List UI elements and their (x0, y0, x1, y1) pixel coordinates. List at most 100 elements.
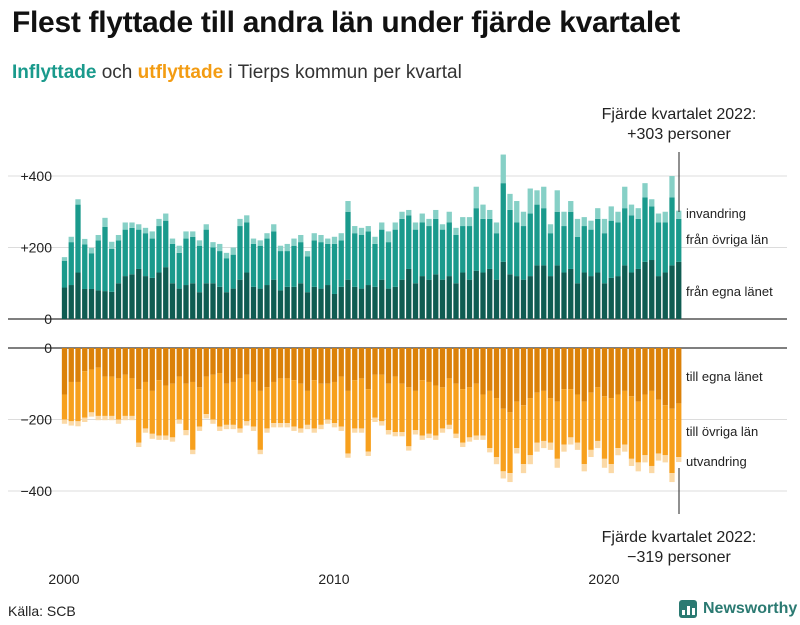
bar-out-egna (149, 348, 155, 391)
bar-out-egna (237, 348, 243, 379)
bar-out-ovriga (622, 390, 628, 445)
bar-in-egna (257, 288, 263, 319)
bar-in-invandring (615, 211, 621, 223)
bar-in-ovriga (379, 229, 385, 280)
bar-out-egna (500, 348, 506, 409)
bar-in-ovriga (628, 215, 635, 273)
bar-out-egna (534, 348, 540, 393)
bar-out-ovriga (75, 381, 81, 422)
bar-out-ovriga (264, 387, 270, 429)
bar-in-invandring (541, 186, 547, 209)
bar-out-ovriga (412, 390, 419, 431)
bar-in-ovriga (311, 240, 317, 287)
bar-out-ovriga (419, 380, 425, 436)
bar-out-utvandring (392, 432, 398, 437)
bar-in-ovriga (649, 206, 655, 261)
bar-in-invandring (264, 233, 270, 239)
bar-out-ovriga (358, 378, 365, 429)
bar-in-invandring (595, 208, 601, 219)
bar-in-ovriga (129, 227, 135, 275)
bar-in-invandring (460, 217, 466, 227)
bar-in-invandring (102, 217, 108, 227)
bar-in-egna (169, 283, 176, 319)
bar-in-invandring (642, 183, 648, 198)
bar-out-egna (655, 348, 662, 400)
bar-out-ovriga (466, 387, 473, 438)
bar-in-egna (291, 286, 297, 319)
bar-out-utvandring (237, 428, 243, 433)
bar-out-ovriga (345, 390, 351, 454)
bar-out-ovriga (365, 389, 371, 452)
bar-out-utvandring (136, 442, 142, 448)
bar-in-egna (588, 276, 594, 319)
bar-out-egna (514, 348, 520, 402)
bar-out-utvandring (385, 430, 392, 435)
y-tick-label: +200 (20, 240, 52, 256)
bar-out-egna (493, 348, 500, 399)
bar-in-ovriga (109, 248, 115, 292)
bar-out-utvandring (601, 458, 608, 468)
bar-in-invandring (635, 208, 641, 219)
newsworthy-logo-icon (679, 600, 697, 618)
bar-out-egna (163, 348, 169, 386)
bar-out-egna (406, 348, 412, 388)
bar-out-egna (88, 348, 95, 370)
bar-in-egna (277, 290, 284, 319)
bar-out-ovriga (453, 383, 459, 434)
bar-out-egna (365, 348, 371, 390)
bar-in-egna (446, 276, 452, 319)
bar-out-ovriga (669, 408, 675, 474)
bar-out-egna (264, 348, 270, 388)
bar-out-utvandring (547, 442, 554, 450)
bar-in-egna (223, 292, 230, 319)
bar-out-utvandring (379, 421, 385, 426)
bar-out-utvandring (466, 437, 473, 442)
bar-out-ovriga (311, 380, 317, 429)
bar-in-egna (493, 279, 500, 319)
bar-in-invandring (649, 199, 655, 207)
bar-in-ovriga (217, 251, 223, 287)
bar-in-invandring (230, 247, 236, 255)
bar-in-invandring (385, 231, 392, 243)
bar-out-egna (304, 348, 311, 391)
bar-in-ovriga (392, 229, 398, 287)
bar-out-utvandring (642, 455, 648, 463)
bar-out-egna (129, 348, 135, 379)
annotation-top-line2: +303 personer (627, 126, 731, 143)
bar-out-egna (453, 348, 459, 384)
bar-in-invandring (244, 215, 250, 223)
bar-out-ovriga (520, 405, 527, 465)
bar-out-utvandring (284, 423, 290, 428)
bar-out-ovriga (581, 401, 587, 465)
bar-in-invandring (176, 245, 182, 253)
bar-in-ovriga (676, 218, 682, 262)
bar-out-utvandring (304, 424, 311, 430)
bar-out-egna (595, 348, 601, 388)
bar-out-ovriga (635, 401, 641, 463)
bar-out-ovriga (446, 378, 452, 425)
bar-out-ovriga (433, 385, 439, 436)
bar-in-egna (520, 279, 527, 319)
y-tick-label: 0 (44, 311, 52, 327)
bar-in-ovriga (426, 226, 432, 280)
bar-in-invandring (446, 211, 452, 223)
bar-in-invandring (372, 236, 378, 244)
bar-in-ovriga (588, 229, 594, 277)
bar-out-egna (122, 348, 128, 375)
bar-out-ovriga (318, 383, 324, 425)
bar-in-egna (345, 279, 351, 319)
bar-out-utvandring (493, 457, 500, 465)
bar-out-ovriga (615, 394, 621, 449)
bar-in-invandring (304, 251, 311, 257)
annotations: Fjärde kvartalet 2022: +303 personer Fjä… (602, 106, 757, 566)
bar-in-invandring (433, 209, 439, 219)
bar-out-utvandring (669, 473, 675, 483)
bar-in-egna (217, 286, 223, 319)
bar-in-ovriga (520, 226, 527, 280)
bar-in-egna (190, 283, 196, 319)
bar-in-egna (392, 286, 398, 319)
bar-in-egna (466, 279, 473, 319)
bar-in-ovriga (622, 208, 628, 266)
bar-out-utvandring (433, 435, 439, 440)
bar-out-ovriga (487, 390, 493, 449)
